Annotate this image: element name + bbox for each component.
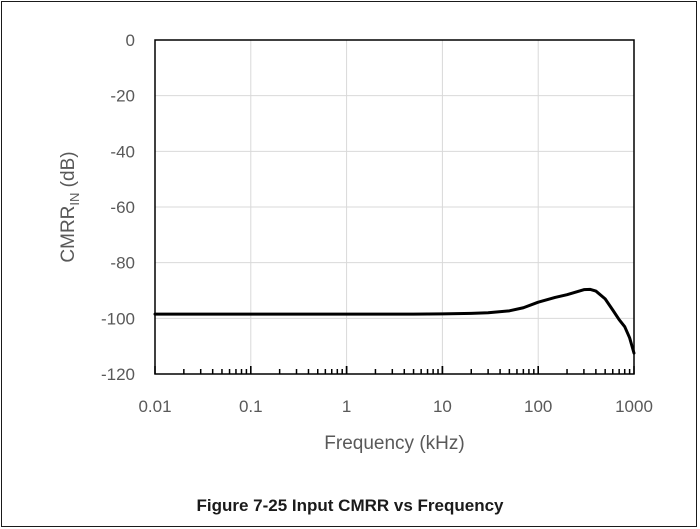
y-axis-title-main: CMRR bbox=[58, 206, 79, 263]
x-tick-label: 0.1 bbox=[239, 397, 263, 416]
y-tick-labels: 0 -20 -40 -60 -80 -100 -120 bbox=[101, 31, 135, 384]
y-tick-label: 0 bbox=[126, 31, 135, 50]
x-tick-labels: 0.01 0.1 1 10 100 1000 bbox=[138, 397, 652, 416]
y-axis-title-subscript: IN bbox=[67, 193, 82, 206]
y-tick-label: -80 bbox=[110, 254, 135, 273]
y-axis-title: CMRRIN (dB) bbox=[58, 151, 82, 262]
minor-ticks bbox=[154, 366, 635, 374]
y-axis-title-unit: (dB) bbox=[58, 151, 79, 192]
x-tick-label: 10 bbox=[433, 397, 452, 416]
x-tick-label: 0.01 bbox=[138, 397, 171, 416]
x-tick-label: 100 bbox=[524, 397, 552, 416]
y-tick-label: -20 bbox=[110, 87, 135, 106]
y-tick-label: -120 bbox=[101, 365, 135, 384]
figure-caption: Figure 7-25 Input CMRR vs Frequency bbox=[196, 496, 504, 515]
y-tick-label: -40 bbox=[110, 142, 135, 161]
y-tick-label: -60 bbox=[110, 198, 135, 217]
x-tick-label: 1 bbox=[342, 397, 351, 416]
series-line-cmrr bbox=[153, 287, 636, 355]
x-axis-title: Frequency (kHz) bbox=[324, 433, 464, 454]
plot-area-border bbox=[154, 39, 635, 375]
y-tick-label: -100 bbox=[101, 309, 135, 328]
grid-lines bbox=[154, 39, 635, 375]
x-tick-label: 1000 bbox=[615, 397, 653, 416]
